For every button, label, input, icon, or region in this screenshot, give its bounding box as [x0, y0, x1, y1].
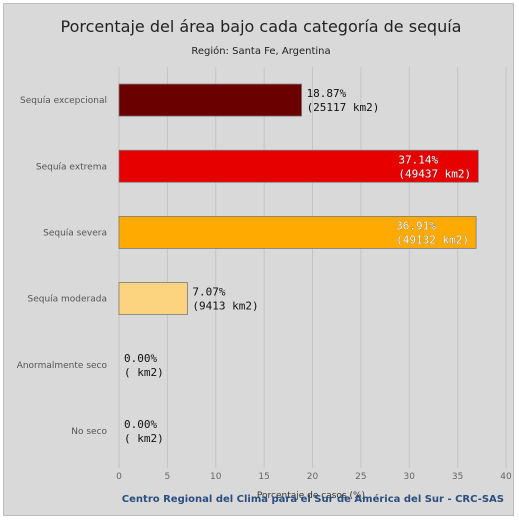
data-label-area: ( km2) [124, 366, 164, 379]
category-label: Sequía excepcional [20, 96, 107, 106]
data-label-percent: 0.00% [124, 352, 157, 365]
x-tick-label: 35 [452, 472, 463, 482]
x-tick-label: 40 [500, 472, 512, 482]
bars [118, 83, 479, 315]
bar [118, 149, 479, 183]
data-label-percent: 37.14% [398, 153, 438, 166]
x-tick-label: 0 [116, 472, 122, 482]
grid [118, 67, 507, 468]
x-tick-label: 10 [210, 472, 222, 482]
x-tick-label: 20 [307, 472, 319, 482]
bar [118, 83, 302, 117]
chart-subtitle: Región: Santa Fe, Argentina [191, 45, 330, 57]
category-label: No seco [71, 427, 107, 437]
data-label-percent: 0.00% [124, 418, 157, 431]
x-tick-label: 30 [404, 472, 416, 482]
category-label: Sequía severa [43, 228, 107, 238]
chart: Porcentaje del área bajo cada categoría … [3, 3, 514, 516]
x-tick-labels: 0 5 10 15 20 25 30 35 40 [116, 472, 512, 482]
chart-svg: Porcentaje del área bajo cada categoría … [17, 17, 512, 505]
chart-title: Porcentaje del área bajo cada categoría … [61, 17, 462, 36]
credit-text: Centro Regional del Clima para el Sur de… [122, 493, 504, 505]
data-label-area: (49132 km2) [396, 233, 469, 246]
data-label-percent: 36.91% [396, 219, 436, 232]
x-tick-label: 5 [165, 472, 171, 482]
category-label: Anormalmente seco [17, 361, 108, 371]
bar [118, 282, 188, 315]
bar [118, 216, 477, 249]
category-label: Sequía extrema [36, 162, 107, 172]
data-label-percent: 7.07% [192, 286, 225, 299]
data-labels: 18.87%(25117 km2) 37.14%(49437 km2) 36.91%… [124, 87, 471, 445]
data-label-area: ( km2) [124, 432, 164, 445]
data-label-area: (25117 km2) [307, 101, 380, 114]
x-tick-label: 25 [355, 472, 366, 482]
x-axis-label: Porcentaje de casos (%) [257, 491, 365, 501]
data-label-percent: 18.87% [307, 87, 347, 100]
data-label-area: (9413 km2) [192, 300, 258, 313]
data-label-area: (49437 km2) [398, 167, 471, 180]
x-tick-label: 15 [258, 472, 269, 482]
category-labels: Sequía excepcional Sequía extrema Sequía s… [17, 96, 108, 437]
category-label: Sequía moderada [27, 295, 107, 305]
